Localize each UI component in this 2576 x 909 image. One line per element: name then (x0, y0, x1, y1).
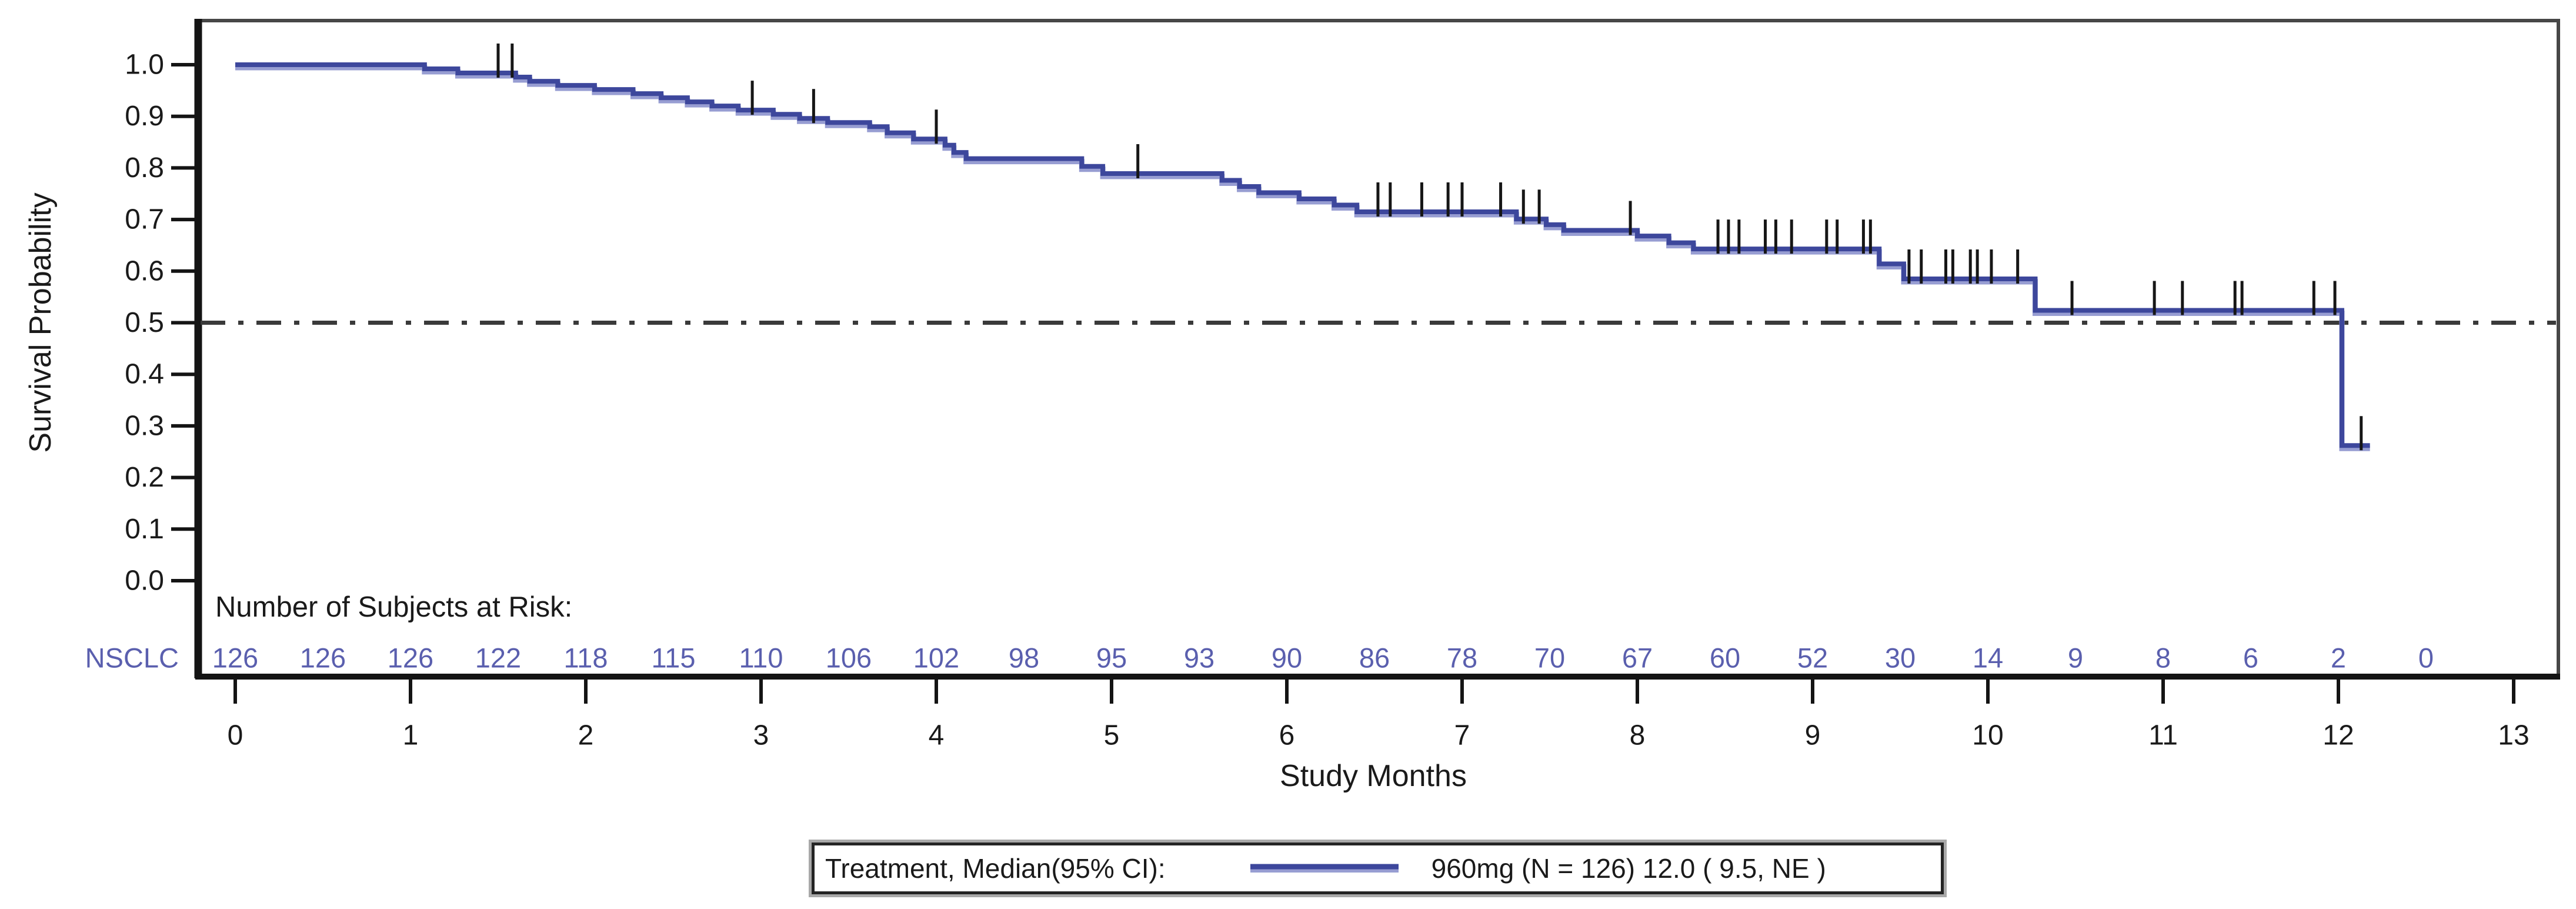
at-risk-count: 30 (1885, 642, 1916, 674)
at-risk-count: 0 (2418, 642, 2434, 674)
y-axis-title: Survival Probability (24, 192, 58, 452)
at-risk-group-label: NSCLC (85, 642, 179, 674)
y-tick-label: 0.8 (125, 152, 164, 184)
x-tick-label: 7 (1454, 720, 1470, 751)
at-risk-count: 102 (913, 642, 959, 674)
legend-series-text: 960mg (N = 126) 12.0 ( 9.5, NE ) (1431, 853, 1826, 884)
at-risk-count: 78 (1447, 642, 1477, 674)
at-risk-count: 126 (212, 642, 258, 674)
at-risk-count: 6 (2243, 642, 2258, 674)
y-tick-label: 0.3 (125, 410, 164, 441)
at-risk-count: 90 (1272, 642, 1302, 674)
survival-curve (235, 62, 2370, 451)
y-tick-label: 0.7 (125, 204, 164, 235)
at-risk-count: 67 (1622, 642, 1653, 674)
y-tick-label: 0.6 (125, 255, 164, 287)
at-risk-count: 126 (300, 642, 346, 674)
at-risk-count: 52 (1797, 642, 1828, 674)
x-tick-label: 8 (1630, 720, 1646, 751)
x-tick-label: 13 (2498, 720, 2529, 751)
plot-frame (194, 19, 2560, 680)
at-risk-count: 118 (564, 642, 608, 674)
x-tick-label: 12 (2323, 720, 2354, 751)
at-risk-count: 70 (1534, 642, 1565, 674)
at-risk-count: 9 (2068, 642, 2083, 674)
at-risk-count: 122 (475, 642, 521, 674)
at-risk-count: 8 (2155, 642, 2171, 674)
y-tick-label: 1.0 (125, 49, 164, 81)
legend-label: Treatment, Median(95% CI): (825, 853, 1166, 884)
at-risk-count: 98 (1009, 642, 1039, 674)
at-risk-count: 95 (1096, 642, 1127, 674)
legend-line-swatch-icon (1250, 864, 1399, 873)
legend: Treatment, Median(95% CI): 960mg (N = 12… (812, 843, 1944, 894)
x-axis-title: Study Months (1280, 759, 1467, 793)
x-tick-label: 2 (578, 720, 594, 751)
at-risk-count: 2 (2331, 642, 2346, 674)
x-tick-label: 4 (929, 720, 945, 751)
at-risk-count: 14 (1973, 642, 2003, 674)
x-axis-ticks: 0 1 2 3 4 5 6 7 8 9 10 11 12 13 (228, 678, 2530, 751)
x-tick-label: 6 (1279, 720, 1295, 751)
at-risk-count: 93 (1184, 642, 1214, 674)
survival-curve-halo (235, 65, 2370, 451)
x-tick-label: 0 (228, 720, 243, 751)
x-tick-label: 5 (1104, 720, 1120, 751)
y-tick-label: 0.1 (125, 514, 164, 545)
at-risk-count: 110 (739, 642, 783, 674)
censor-marks (496, 44, 2363, 451)
at-risk-count: 106 (826, 642, 872, 674)
y-tick-label: 0.9 (125, 101, 164, 132)
x-tick-label: 1 (403, 720, 419, 751)
y-tick-label: 0.0 (125, 565, 164, 597)
y-tick-label: 0.4 (125, 359, 164, 390)
y-tick-label: 0.2 (125, 462, 164, 493)
at-risk-count: 86 (1359, 642, 1390, 674)
at-risk-count: 115 (652, 642, 696, 674)
y-axis-ticks: 1.0 0.9 0.8 0.7 0.6 0.5 0.4 0.3 0.2 0.1 0.0 (125, 49, 198, 597)
axis-titles: Study Months Survival Probability (24, 192, 1467, 793)
x-tick-label: 9 (1805, 720, 1821, 751)
x-tick-label: 10 (1972, 720, 2003, 751)
x-tick-label: 11 (2148, 720, 2178, 751)
risk-table: Number of Subjects at Risk: NSCLC 126 126 12… (85, 591, 2434, 674)
survival-curve-line (235, 62, 2370, 448)
at-risk-header: Number of Subjects at Risk: (215, 591, 572, 623)
at-risk-count: 126 (388, 642, 433, 674)
x-tick-label: 3 (753, 720, 769, 751)
y-tick-label: 0.5 (125, 307, 164, 338)
at-risk-count: 60 (1710, 642, 1740, 674)
